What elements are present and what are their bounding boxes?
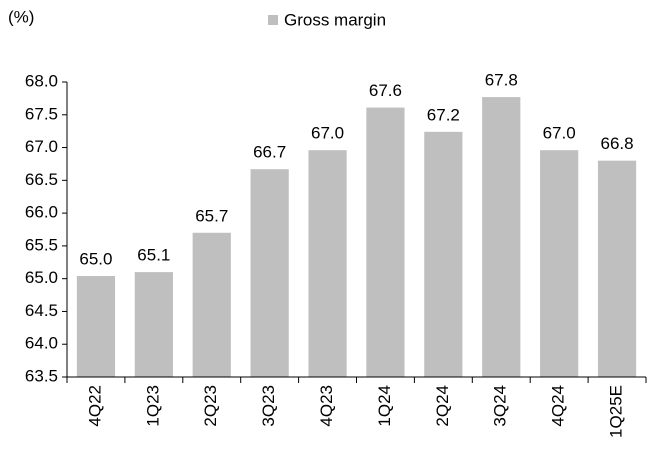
y-axis-label: (%) bbox=[8, 7, 34, 26]
y-tick-label: 67.5 bbox=[25, 104, 58, 123]
bar bbox=[250, 169, 289, 377]
data-label: 66.7 bbox=[253, 143, 286, 162]
x-tick-label: 4Q24 bbox=[549, 385, 568, 427]
x-tick-label: 3Q24 bbox=[491, 385, 510, 427]
legend-label: Gross margin bbox=[284, 10, 386, 29]
y-tick-label: 65.0 bbox=[25, 268, 58, 287]
x-tick-label: 1Q23 bbox=[143, 385, 162, 427]
data-label: 66.8 bbox=[601, 134, 634, 153]
y-tick-label: 66.0 bbox=[25, 203, 58, 222]
y-tick-label: 68.0 bbox=[25, 71, 58, 90]
bar bbox=[192, 232, 231, 377]
bar bbox=[540, 150, 579, 377]
x-tick-label: 1Q25E bbox=[607, 385, 626, 438]
data-label: 65.7 bbox=[195, 206, 228, 225]
y-tick-label: 65.5 bbox=[25, 235, 58, 254]
x-tick-label: 2Q24 bbox=[433, 385, 452, 427]
data-label: 65.0 bbox=[79, 250, 112, 269]
x-tick-label: 3Q23 bbox=[259, 385, 278, 427]
x-tick-label: 4Q22 bbox=[85, 385, 104, 427]
data-label: 67.6 bbox=[369, 81, 402, 100]
legend-swatch bbox=[268, 15, 278, 25]
data-label: 67.8 bbox=[485, 71, 518, 90]
bar bbox=[424, 131, 463, 377]
x-tick-label: 1Q24 bbox=[375, 385, 394, 427]
bar bbox=[366, 107, 405, 378]
x-tick-label: 2Q23 bbox=[201, 385, 220, 427]
y-tick-label: 67.0 bbox=[25, 137, 58, 156]
data-label: 65.1 bbox=[137, 246, 170, 265]
bar bbox=[76, 276, 116, 377]
x-tick-label: 4Q23 bbox=[317, 385, 336, 427]
y-tick-label: 63.5 bbox=[25, 366, 58, 385]
bar bbox=[482, 97, 521, 378]
data-label: 67.0 bbox=[543, 124, 576, 143]
bar bbox=[597, 160, 637, 377]
data-label: 67.0 bbox=[311, 124, 344, 143]
bar bbox=[134, 272, 173, 377]
y-tick-label: 64.5 bbox=[25, 301, 58, 320]
bar bbox=[308, 150, 347, 377]
y-tick-label: 66.5 bbox=[25, 170, 58, 189]
y-tick-label: 64.0 bbox=[25, 334, 58, 353]
data-label: 67.2 bbox=[427, 105, 460, 124]
